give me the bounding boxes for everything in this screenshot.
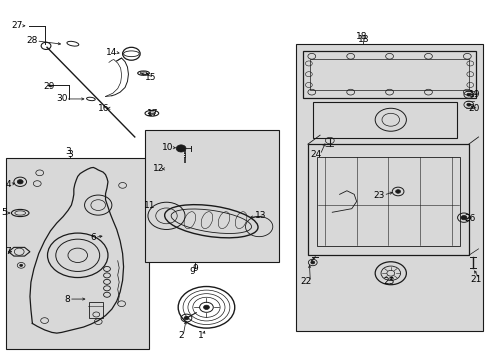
Circle shape	[460, 216, 466, 220]
Circle shape	[176, 145, 185, 152]
Bar	[307, 144, 468, 255]
Text: 15: 15	[144, 73, 156, 82]
Text: 5: 5	[1, 208, 7, 217]
Text: 28: 28	[26, 36, 38, 45]
Text: 18: 18	[357, 35, 368, 44]
Text: 14: 14	[105, 48, 117, 57]
Text: 30: 30	[56, 94, 67, 103]
Circle shape	[466, 93, 470, 96]
Text: 21: 21	[469, 275, 481, 284]
Bar	[303, 51, 475, 98]
Text: 8: 8	[64, 294, 70, 303]
Text: 19: 19	[468, 90, 479, 99]
Bar	[295, 44, 483, 330]
Text: 17: 17	[147, 109, 158, 118]
Text: 7: 7	[5, 247, 11, 256]
Bar	[316, 157, 459, 246]
Text: 12: 12	[153, 165, 164, 174]
Bar	[312, 102, 456, 138]
Circle shape	[17, 180, 23, 184]
Text: 24: 24	[310, 150, 321, 159]
Text: 27: 27	[11, 21, 23, 30]
Text: 20: 20	[468, 104, 479, 113]
Bar	[144, 130, 278, 262]
Text: 16: 16	[98, 104, 109, 113]
Bar	[310, 59, 468, 90]
Text: 9: 9	[189, 267, 195, 276]
Text: 4: 4	[5, 180, 11, 189]
Text: 1: 1	[198, 332, 203, 341]
Bar	[5, 158, 149, 348]
Text: 3: 3	[65, 147, 71, 156]
Circle shape	[395, 190, 400, 193]
Text: 13: 13	[255, 211, 266, 220]
Bar	[89, 302, 103, 318]
Text: 10: 10	[161, 143, 173, 152]
Text: 26: 26	[463, 214, 474, 223]
Text: 23: 23	[373, 190, 385, 199]
Circle shape	[183, 316, 188, 320]
Text: 29: 29	[43, 82, 55, 91]
Circle shape	[466, 103, 470, 106]
Circle shape	[310, 261, 314, 264]
Text: 3: 3	[67, 150, 73, 159]
Text: 9: 9	[192, 265, 198, 274]
Text: 18: 18	[355, 32, 366, 41]
Text: 25: 25	[383, 276, 394, 285]
Text: 11: 11	[143, 201, 155, 210]
Text: 2: 2	[178, 332, 183, 341]
Circle shape	[203, 305, 209, 310]
Circle shape	[20, 264, 22, 266]
Text: 22: 22	[300, 277, 311, 286]
Text: 6: 6	[90, 233, 96, 242]
